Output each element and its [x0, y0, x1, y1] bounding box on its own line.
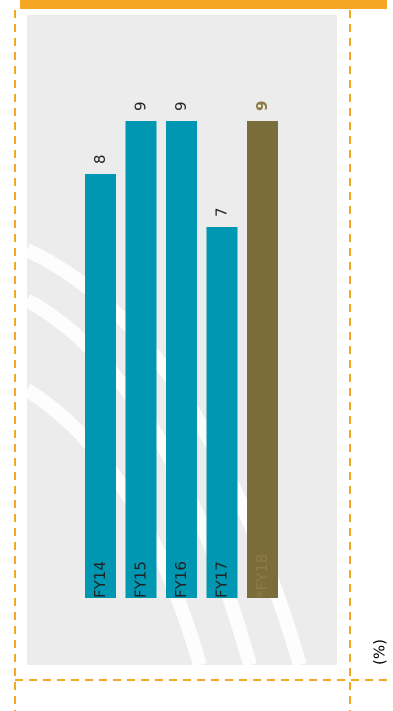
value-label: 9: [132, 101, 150, 111]
bar: [247, 121, 278, 598]
value-label: 7: [213, 207, 231, 217]
bar: [85, 174, 116, 598]
bar: [206, 227, 238, 598]
header-strip: [20, 0, 387, 9]
bar: [166, 121, 197, 598]
x-tick-label: *FY18: [253, 554, 271, 598]
unit-label: (%): [371, 639, 389, 665]
value-label: 8: [91, 154, 109, 164]
x-tick-label: FY15: [132, 561, 150, 598]
bar: [125, 121, 157, 598]
value-label: 9: [253, 101, 271, 111]
x-tick-label: FY17: [213, 561, 231, 598]
x-tick-label: FY14: [91, 561, 109, 598]
value-label: 9: [172, 101, 190, 111]
x-tick-label: FY16: [172, 561, 190, 598]
